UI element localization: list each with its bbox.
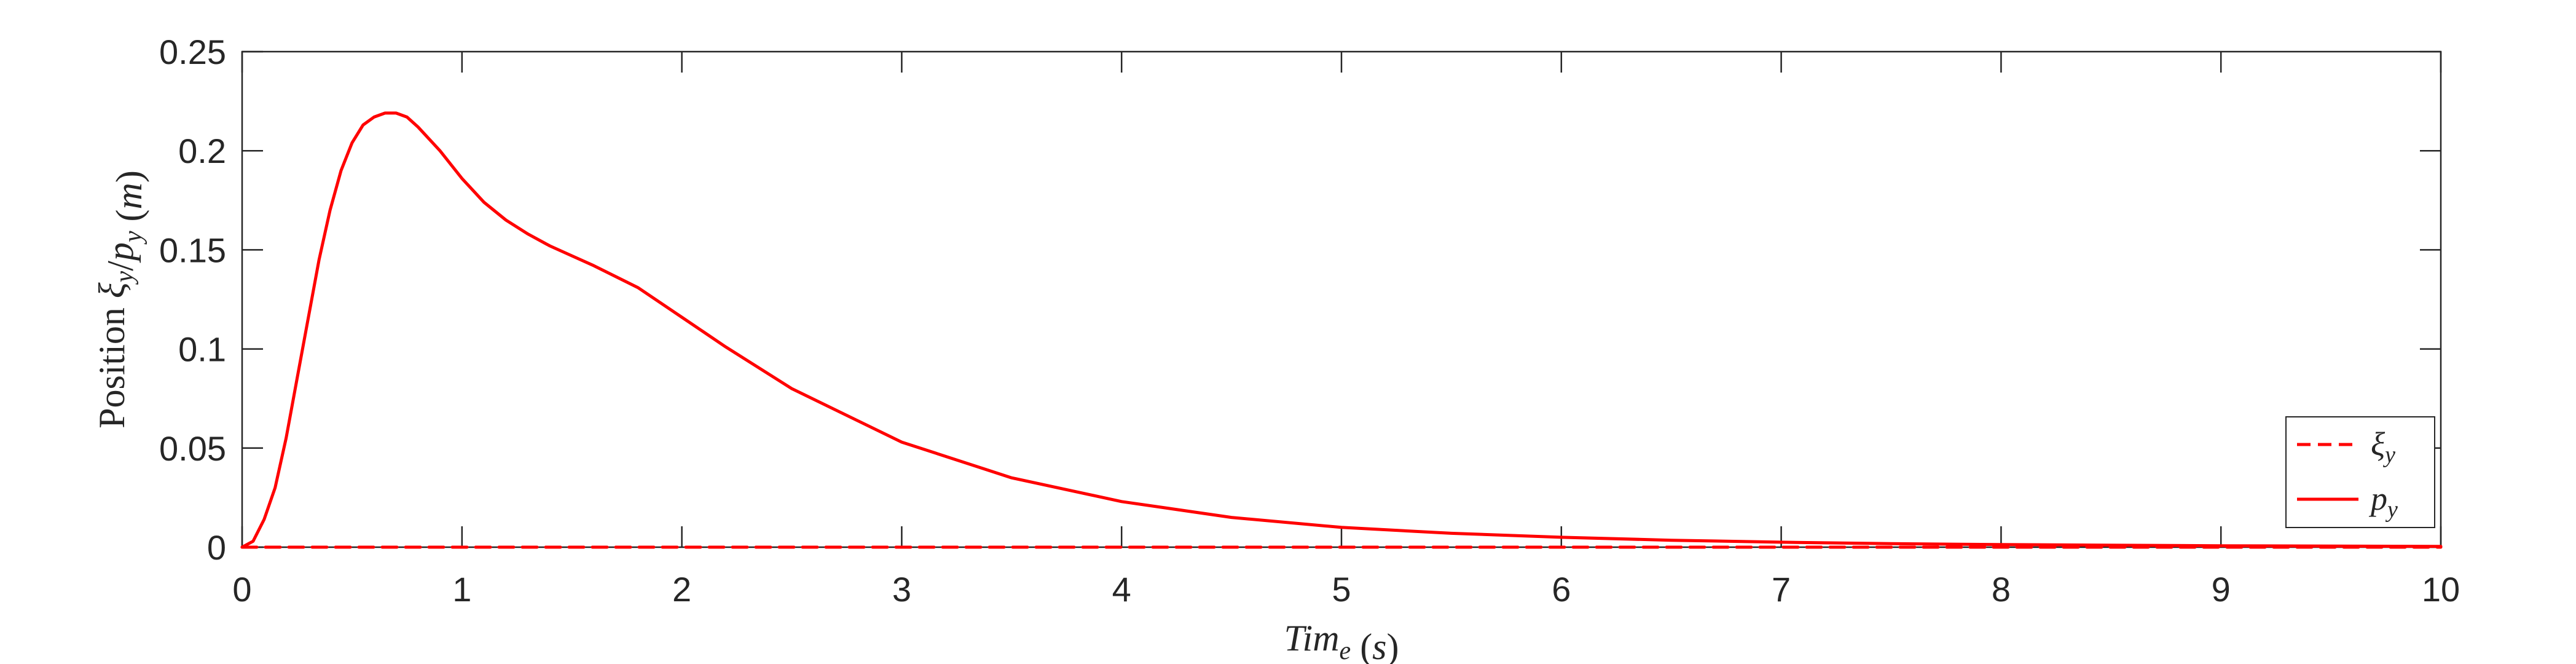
series-line <box>240 111 2443 549</box>
x-tick-label: 9 <box>2212 570 2231 609</box>
legend-label-xi-y: ξy <box>2371 425 2395 468</box>
y-tick-label: 0.15 <box>159 231 226 269</box>
series-layer <box>240 111 2443 549</box>
x-tick-label: 2 <box>672 570 691 609</box>
y-tick-label: 0 <box>207 528 226 567</box>
x-tick-label: 7 <box>1772 570 1791 609</box>
x-tick-label: 10 <box>2422 570 2460 609</box>
legend: ξy py <box>2285 416 2435 528</box>
x-tick-label: 3 <box>892 570 911 609</box>
x-tick-label: 8 <box>1992 570 2011 609</box>
y-tick-label: 0.05 <box>159 429 226 468</box>
axis-ticks: 0 1 2 3 4 5 6 7 8 9 10 0 0.05 0.1 0.15 0.2 0.25 <box>159 33 2460 609</box>
plot-area <box>241 50 2442 548</box>
x-tick-label: 0 <box>232 570 251 609</box>
legend-label-p-y: py <box>2368 480 2398 523</box>
x-tick-label: 6 <box>1552 570 1571 609</box>
legend-box <box>2285 416 2435 528</box>
axes-box <box>241 50 2442 548</box>
y-tick-label: 0.2 <box>178 132 226 170</box>
x-tick-label: 1 <box>452 570 471 609</box>
y-tick-label: 0.25 <box>159 33 226 71</box>
y-tick-label: 0.1 <box>178 330 226 369</box>
x-tick-label: 5 <box>1332 570 1351 609</box>
x-tick-label: 4 <box>1112 570 1131 609</box>
